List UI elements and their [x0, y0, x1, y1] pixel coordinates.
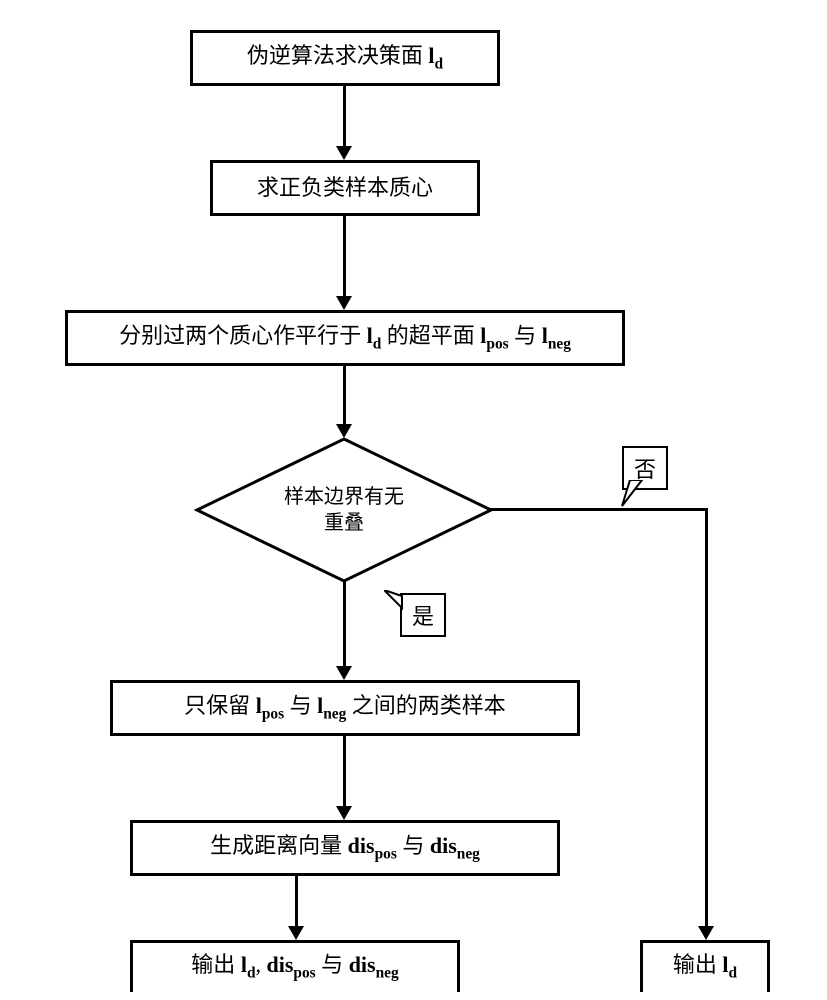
arrow-yes-head — [336, 666, 352, 680]
no-branch-h — [490, 508, 708, 511]
arrow-yes — [343, 581, 346, 666]
arrow-6 — [295, 876, 298, 926]
n2-text: 求正负类样本质心 — [257, 174, 433, 203]
arrow-5-head — [336, 806, 352, 820]
n3-text: 分别过两个质心作平行于 ld 的超平面 lpos 与 lneg — [119, 322, 571, 354]
no-branch-head — [698, 926, 714, 940]
node-distance-vectors: 生成距离向量 dispos 与 disneg — [130, 820, 560, 876]
n6-text: 输出 ld, dispos 与 disneg — [191, 951, 398, 983]
arrow-3 — [343, 366, 346, 424]
arrow-1 — [343, 86, 346, 146]
callout-yes-tail — [384, 590, 414, 620]
node-pseudoinverse: 伪逆算法求决策面 ld — [190, 30, 500, 86]
node-output-full: 输出 ld, dispos 与 disneg — [130, 940, 460, 992]
arrow-1-head — [336, 146, 352, 160]
node-output-ld: 输出 ld — [640, 940, 770, 992]
n7-text: 输出 ld — [673, 951, 737, 983]
arrow-6-head — [288, 926, 304, 940]
callout-no-tail — [620, 480, 650, 510]
node-hyperplanes: 分别过两个质心作平行于 ld 的超平面 lpos 与 lneg — [65, 310, 625, 366]
n5-text: 生成距离向量 dispos 与 disneg — [210, 832, 480, 864]
n1-text: 伪逆算法求决策面 ld — [247, 42, 443, 74]
arrow-2 — [343, 216, 346, 296]
decision-label: 样本边界有无重叠 — [244, 484, 444, 536]
arrow-2-head — [336, 296, 352, 310]
node-centroids: 求正负类样本质心 — [210, 160, 480, 216]
node-keep-samples: 只保留 lpos 与 lneg 之间的两类样本 — [110, 680, 580, 736]
arrow-5 — [343, 736, 346, 806]
n4-text: 只保留 lpos 与 lneg 之间的两类样本 — [184, 692, 506, 724]
no-branch-v — [705, 508, 708, 926]
